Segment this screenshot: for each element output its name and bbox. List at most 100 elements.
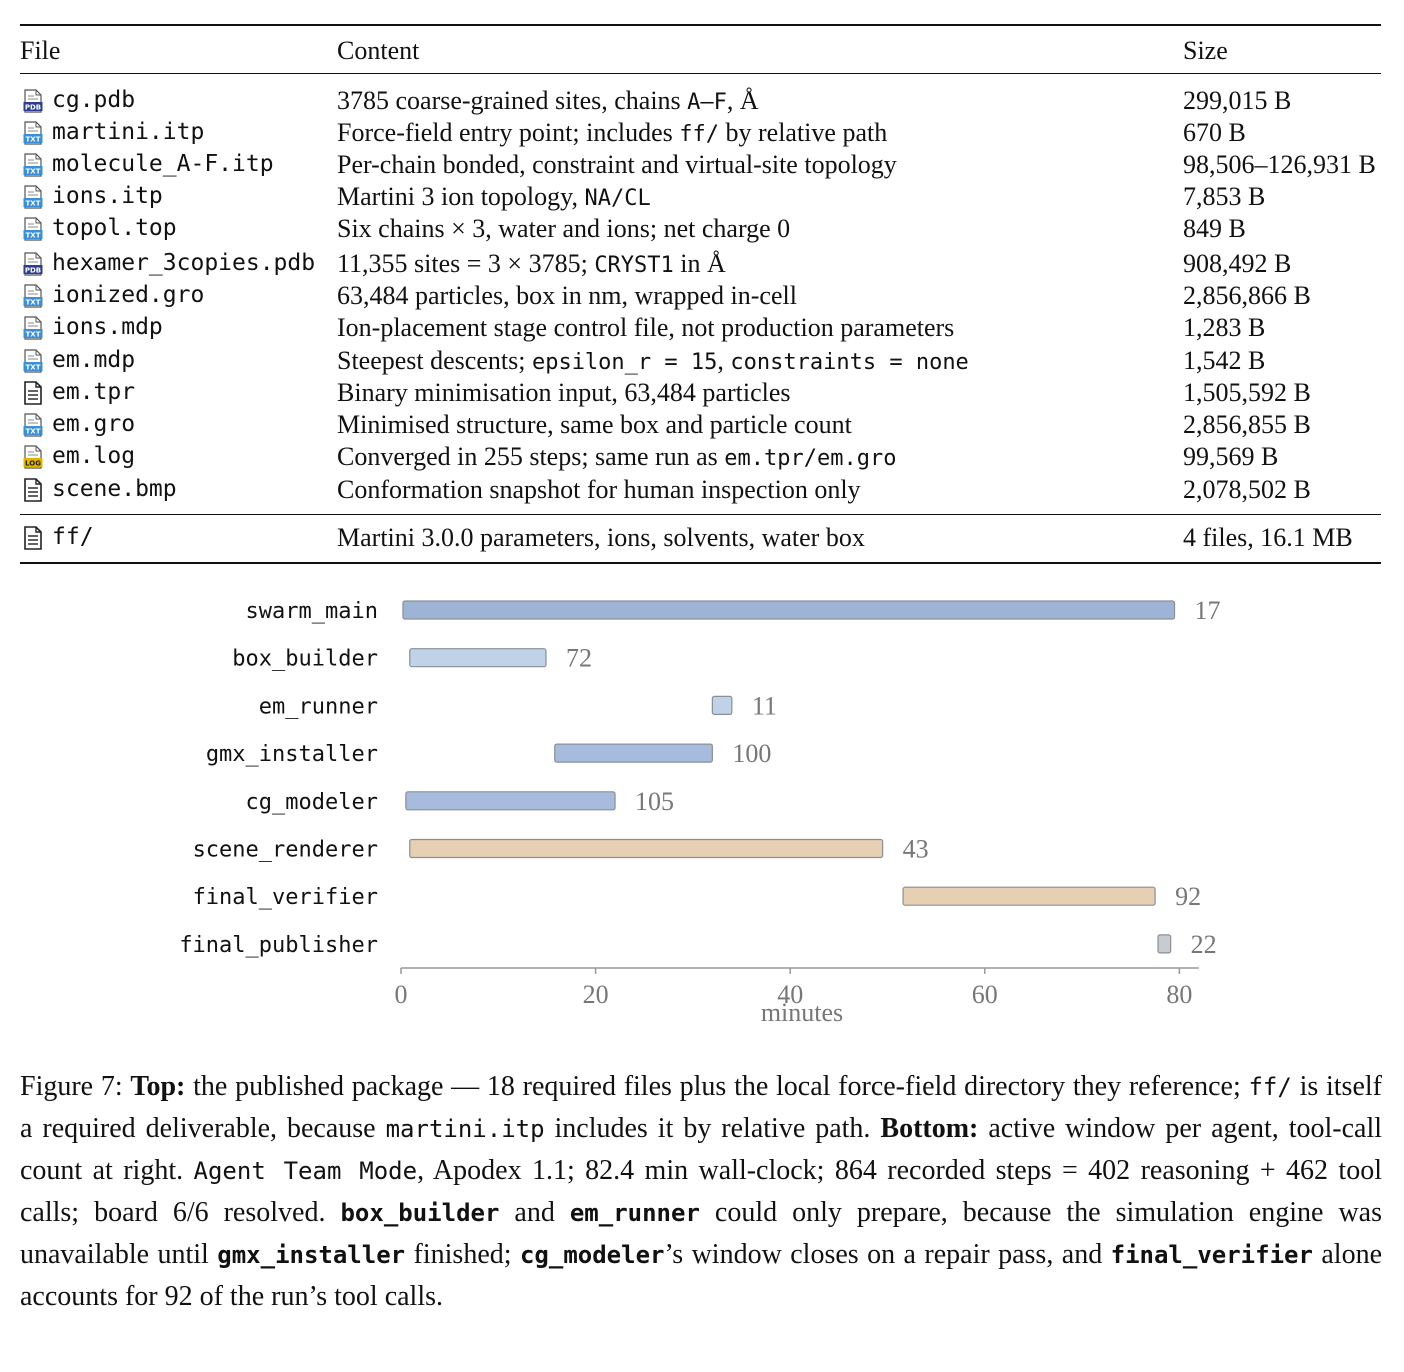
content-segment: Steepest descents; [337,346,532,375]
caption-segment: the published package — 18 required file… [185,1071,1249,1102]
log-file-icon: LOG [23,445,43,469]
caption-segment: includes it by relative path. [544,1113,881,1144]
txt-file-icon: TXT [23,217,43,241]
file-name: topol.top [52,215,177,241]
content-segment: by relative path [719,118,888,147]
x-tick-label: 60 [972,980,998,1009]
caption-segment: martini.itp [385,1115,545,1143]
tool-call-count: 105 [635,787,674,816]
agent-label: swarm_main [246,599,378,624]
content-segment: Conformation snapshot for human inspecti… [337,475,861,504]
content-segment: , Å [726,86,759,115]
timeline-bar [711,695,733,716]
caption-segment: cg_modeler [519,1241,665,1269]
content-segment: Martini 3 ion topology, [337,182,585,211]
table-row: TXT ionized.gro 63,484 particles, box in n… [20,281,1381,313]
header-file: File [20,36,61,65]
table-top-rule [20,24,1381,26]
document-icon [23,478,43,502]
caption-segment: and [499,1197,570,1228]
size-cell: 1,542 B [1183,346,1266,375]
size-cell: 98,506–126,931 B [1183,150,1376,179]
content-cell: Force-field entry point; includes ff/ by… [337,118,887,148]
caption-segment: ’s window closes on a repair pass, and [664,1239,1111,1270]
table-row: PDB hexamer_3copies.pdb 11,355 sites = 3 ×… [20,249,1381,281]
content-cell: Minimised structure, same box and partic… [337,410,852,440]
pdb-file-icon: PDB [23,89,43,113]
table-row: TXT em.gro Minimised structure, same box a… [20,410,1381,442]
tool-call-count: 72 [566,644,592,673]
caption-segment: Agent Team Mode [193,1157,418,1185]
header-size: Size [1183,36,1228,65]
file-name: em.gro [52,411,136,437]
size-cell: 2,856,866 B [1183,281,1311,310]
file-name: ions.itp [52,183,163,209]
content-segment: NA/CL [584,186,651,211]
table-bottom-rule [20,562,1381,564]
caption-segment: gmx_installer [217,1241,406,1269]
table-row: TXT ions.mdp Ion-placement stage control f… [20,313,1381,345]
header-content: Content [337,36,420,65]
svg-text:TXT: TXT [26,299,41,307]
caption-segment: final_verifier [1110,1241,1313,1269]
table-row: PDB cg.pdb 3785 coarse-grained sites, chai… [20,86,1381,118]
txt-file-icon: TXT [23,185,43,209]
agent-label: gmx_installer [206,742,378,767]
x-axis-label: minutes [761,998,843,1027]
content-cell: 63,484 particles, box in nm, wrapped in-… [337,281,797,311]
table-footer-row: ff/Martini 3.0.0 parameters, ions, solve… [20,523,1381,555]
document-icon [23,526,43,550]
content-cell: Martini 3.0.0 parameters, ions, solvents… [337,523,865,553]
svg-text:TXT: TXT [26,364,41,372]
file-name: em.mdp [52,347,136,373]
agent-label: cg_modeler [246,790,378,815]
content-cell: Converged in 255 steps; same run as em.t… [337,442,896,472]
txt-file-icon: TXT [23,121,43,145]
size-cell: 849 B [1183,214,1246,243]
tool-call-count: 17 [1195,596,1221,625]
caption-segment: box_builder [340,1199,500,1227]
agent-timeline-chart: swarm_main 17 box_builder 72 em_runner 11 gmx_… [179,596,1221,1027]
content-cell: Per-chain bonded, constraint and virtual… [337,150,897,180]
file-name: cg.pdb [52,87,136,113]
caption-segment: could only prepare, because the simulati… [20,1197,1382,1270]
table-row: TXT em.mdp Steepest descents; epsilon_r = … [20,346,1381,378]
agent-label: final_publisher [179,933,378,958]
file-name: em.tpr [52,379,136,405]
content-cell: 11,355 sites = 3 × 3785; CRYST1 in Å [337,249,726,279]
svg-text:PDB: PDB [25,267,41,275]
content-segment: Force-field entry point; includes [337,118,680,147]
content-segment: Six chains × 3, water and ions; net char… [337,214,791,243]
content-segment: Martini 3.0.0 parameters, ions, solvents… [337,523,865,552]
caption-segment: em_runner [569,1199,700,1227]
file-name: martini.itp [52,119,205,145]
tool-call-count: 43 [903,835,929,864]
x-tick-label: 80 [1166,980,1192,1009]
timeline-bar [405,791,616,811]
txt-file-icon: TXT [23,284,43,308]
content-segment: ff/ [679,122,719,147]
svg-text:TXT: TXT [26,331,41,339]
file-name: ionized.gro [52,282,205,308]
tool-call-count: 100 [732,739,771,768]
content-segment: 11,355 sites = 3 × 3785; [337,249,595,278]
caption-segment: Top: [130,1071,186,1102]
svg-text:TXT: TXT [26,136,41,144]
content-cell: Martini 3 ion topology, NA/CL [337,182,651,212]
caption-segment: Bottom: [880,1113,979,1144]
file-name: molecule_A-F.itp [52,151,274,177]
size-cell: 2,078,502 B [1183,475,1311,504]
size-cell: 908,492 B [1183,249,1292,278]
table-row: TXT ions.itp Martini 3 ion topology, NA/CL… [20,182,1381,214]
content-cell: 3785 coarse-grained sites, chains A–F, Å [337,86,759,116]
content-segment: in Å [673,249,726,278]
content-segment: Per-chain bonded, constraint and virtual… [337,150,897,179]
size-cell: 4 files, 16.1 MB [1183,523,1353,552]
caption-segment: , Apodex 1.1; 82.4 min wall-clock; 864 r… [20,1155,1382,1228]
size-cell: 670 B [1183,118,1246,147]
timeline-bar [902,886,1156,906]
content-cell: Conformation snapshot for human inspecti… [337,475,861,505]
table-row: TXT topol.top Six chains × 3, water and io… [20,214,1381,246]
timeline-bar [402,600,1176,620]
table-row: TXT martini.itp Force-field entry point; i… [20,118,1381,150]
